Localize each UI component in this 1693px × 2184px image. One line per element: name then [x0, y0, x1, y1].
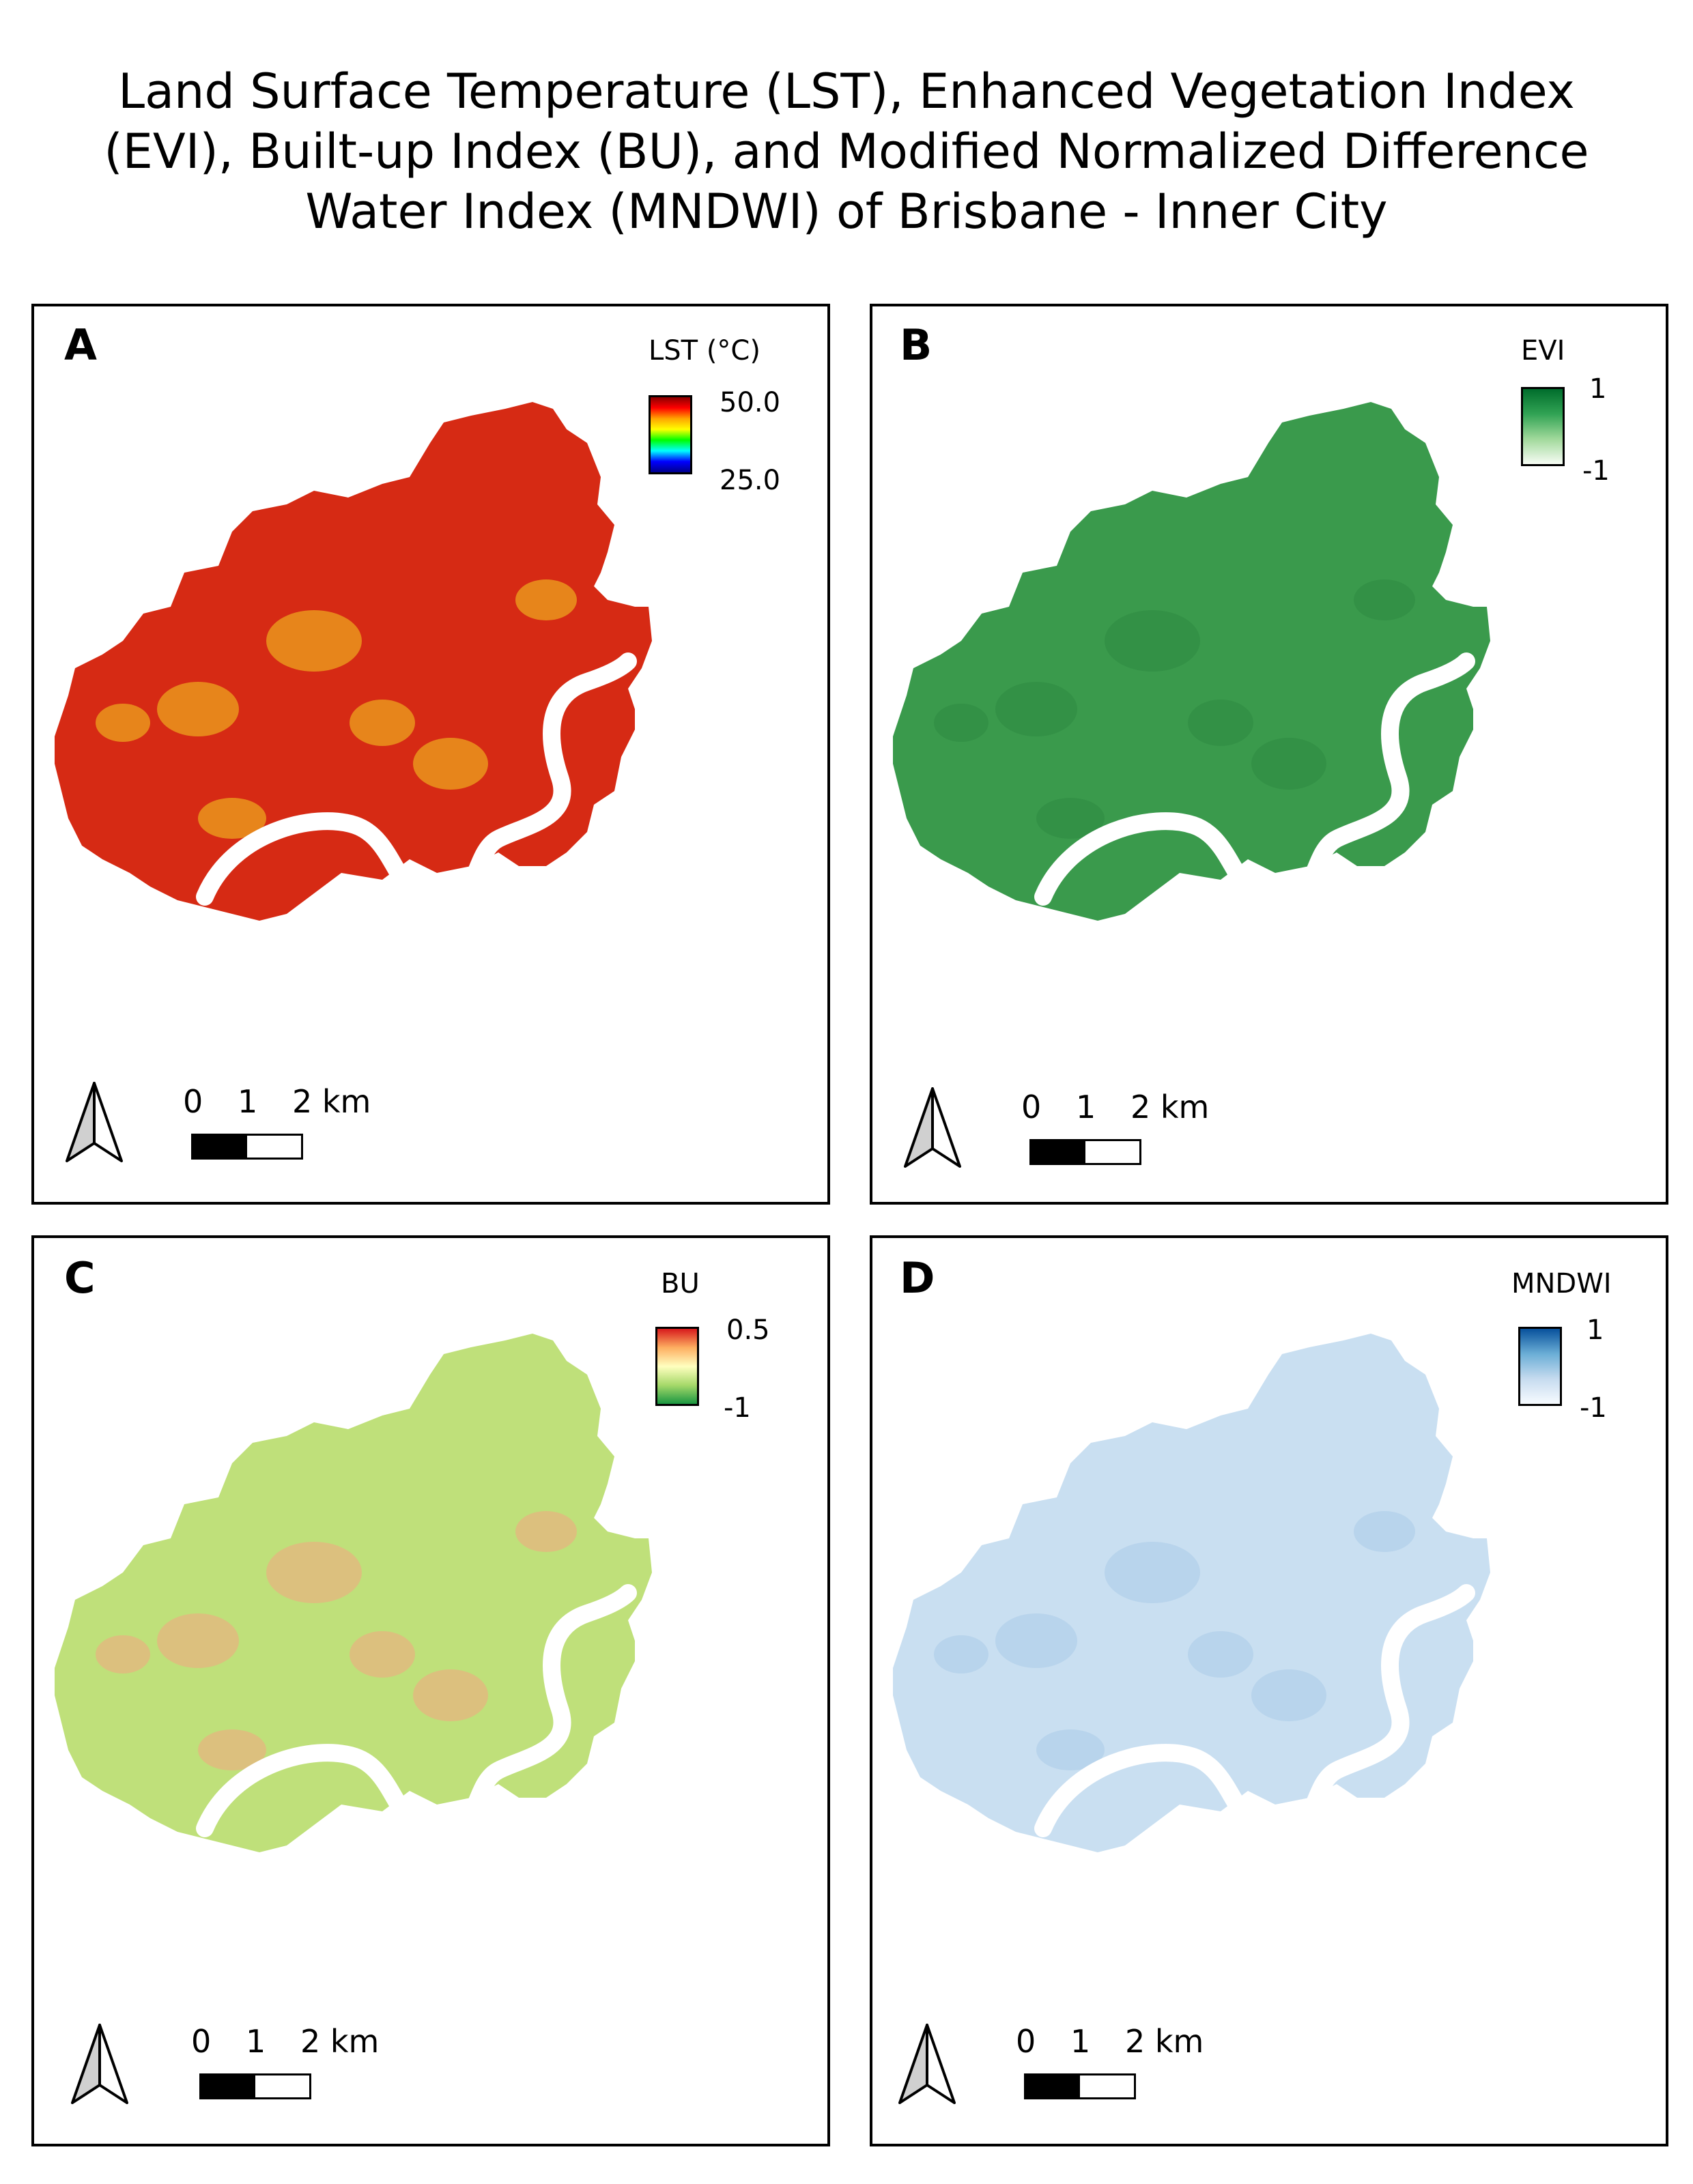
map-bu [55, 1334, 652, 1852]
legend-max: 1 [1587, 1314, 1604, 1346]
panel-label: C [64, 1253, 96, 1303]
city-boundary [55, 1334, 652, 1852]
panel-a: A LST (°C) 50.0 25.0 0 1 2 km [31, 304, 830, 1205]
texture-patch [266, 610, 362, 672]
legend-ramp [1518, 1327, 1562, 1406]
north-arrow-icon [66, 1082, 123, 1162]
scale-label-1: 1 [246, 2023, 266, 2060]
brisbane-river [196, 652, 637, 917]
texture-patch [1105, 610, 1200, 672]
texture-patch [350, 700, 415, 746]
texture-patch [350, 1631, 415, 1678]
panel-label: A [64, 320, 97, 370]
legend-title: LST (°C) [649, 335, 760, 367]
legend-title: EVI [1521, 335, 1565, 367]
panel-label: D [900, 1253, 935, 1303]
legend-title: MNDWI [1511, 1268, 1612, 1299]
legend-ramp [649, 395, 692, 474]
texture-patch [1036, 798, 1105, 839]
texture-patch [1036, 1729, 1105, 1770]
figure-title: Land Surface Temperature (LST), Enhanced… [0, 61, 1693, 242]
texture-patch [1251, 1669, 1326, 1721]
scale-bar [1029, 1139, 1141, 1165]
texture-patch [157, 1613, 239, 1668]
panel-d: D MNDWI 1 -1 0 1 2 km [870, 1235, 1668, 2146]
legend-ramp [1521, 387, 1565, 466]
map-evi [893, 402, 1490, 921]
brisbane-river [196, 1584, 637, 1848]
texture-patch [96, 1635, 150, 1673]
scale-label-1: 1 [1070, 2023, 1091, 2060]
texture-patch [995, 682, 1077, 736]
scale-bar [191, 1134, 303, 1160]
texture-patch [934, 704, 988, 742]
scale-label-1: 1 [238, 1083, 258, 1120]
legend-min: -1 [1582, 455, 1610, 487]
brisbane-river [1034, 1584, 1475, 1848]
title-line-3: Water Index (MNDWI) of Brisbane - Inner … [305, 184, 1388, 240]
legend-max: 0.5 [726, 1314, 770, 1346]
title-line-2: (EVI), Built-up Index (BU), and Modified… [104, 124, 1589, 179]
texture-patch [413, 1669, 488, 1721]
texture-patch [995, 1613, 1077, 1668]
texture-patch [1251, 738, 1326, 790]
legend-ramp [655, 1327, 699, 1406]
panel-b: B EVI 1 -1 0 1 2 km [870, 304, 1668, 1205]
north-arrow-icon [904, 1087, 961, 1168]
north-arrow-icon [898, 2024, 956, 2104]
texture-patch [515, 1511, 577, 1552]
scale-label-2: 2 km [1125, 2023, 1204, 2060]
title-line-1: Land Surface Temperature (LST), Enhanced… [118, 63, 1575, 119]
texture-patch [934, 1635, 988, 1673]
legend-min: -1 [1580, 1392, 1607, 1424]
texture-patch [515, 579, 577, 620]
panel-c: C BU 0.5 -1 0 1 2 km [31, 1235, 830, 2146]
city-boundary [893, 1334, 1490, 1852]
panel-label: B [900, 320, 933, 370]
scale-label-0: 0 [191, 2023, 212, 2060]
scale-labels: 0 1 2 km [183, 1083, 388, 1124]
texture-patch [96, 704, 150, 742]
map-lst [55, 402, 652, 921]
texture-patch [198, 798, 266, 839]
legend-max: 1 [1589, 373, 1607, 405]
texture-patch [1354, 579, 1415, 620]
map-mndwi [893, 1334, 1490, 1852]
legend-min: 25.0 [720, 465, 781, 496]
scale-label-0: 0 [183, 1083, 203, 1120]
city-boundary [893, 402, 1490, 921]
scale-label-1: 1 [1076, 1089, 1096, 1125]
texture-patch [1105, 1542, 1200, 1603]
texture-patch [413, 738, 488, 790]
scale-labels: 0 1 2 km [191, 2023, 396, 2064]
scale-label-0: 0 [1016, 2023, 1036, 2060]
legend-title: BU [661, 1268, 700, 1299]
texture-patch [1188, 700, 1253, 746]
texture-patch [1188, 1631, 1253, 1678]
scale-label-0: 0 [1021, 1089, 1042, 1125]
legend-min: -1 [724, 1392, 751, 1424]
scale-labels: 0 1 2 km [1021, 1089, 1226, 1130]
scale-bar [199, 2073, 311, 2099]
brisbane-river [1034, 652, 1475, 917]
city-boundary [55, 402, 652, 921]
scale-label-2: 2 km [1130, 1089, 1210, 1125]
north-arrow-icon [71, 2024, 128, 2104]
scale-label-2: 2 km [300, 2023, 380, 2060]
legend-max: 50.0 [720, 387, 781, 418]
texture-patch [266, 1542, 362, 1603]
texture-patch [1354, 1511, 1415, 1552]
scale-label-2: 2 km [292, 1083, 371, 1120]
scale-labels: 0 1 2 km [1016, 2023, 1221, 2064]
texture-patch [157, 682, 239, 736]
scale-bar [1024, 2073, 1136, 2099]
texture-patch [198, 1729, 266, 1770]
